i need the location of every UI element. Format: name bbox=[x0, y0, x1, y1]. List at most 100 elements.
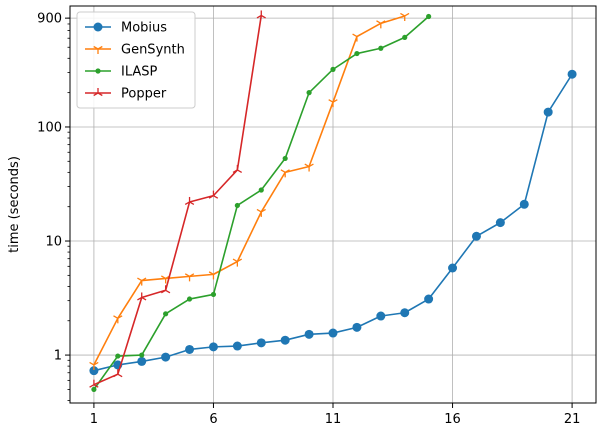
y-tick-label: 100 bbox=[37, 120, 62, 135]
data-point-gensynth bbox=[232, 258, 243, 267]
marker-stroke bbox=[160, 289, 166, 294]
legend: Mobius GenSynth ILASP Popper bbox=[76, 11, 196, 109]
data-point-mobius bbox=[208, 342, 218, 352]
data-point-mobius bbox=[400, 308, 410, 318]
data-point-ilasp bbox=[91, 386, 97, 393]
marker-stroke bbox=[93, 45, 99, 50]
marker-stroke bbox=[113, 315, 119, 319]
marker-stroke bbox=[117, 373, 123, 378]
data-point-gensynth bbox=[256, 208, 266, 217]
marker-stroke bbox=[208, 195, 214, 199]
marker-stroke bbox=[404, 12, 410, 17]
data-point-ilasp bbox=[234, 202, 240, 209]
marker-stroke bbox=[141, 296, 147, 301]
x-tick-label: 21 bbox=[564, 412, 581, 427]
marker-stroke bbox=[232, 169, 238, 174]
legend-marker-gensynth bbox=[93, 45, 103, 54]
data-point-gensynth bbox=[304, 163, 314, 172]
data-point-ilasp bbox=[282, 155, 288, 162]
x-tick-label: 1 bbox=[90, 412, 98, 427]
marker-stroke bbox=[256, 14, 262, 19]
data-point-ilasp bbox=[210, 291, 217, 298]
data-point-gensynth bbox=[137, 277, 147, 286]
y-axis-label: time (seconds) bbox=[7, 156, 22, 253]
data-point-ilasp bbox=[258, 187, 264, 193]
data-point-popper bbox=[184, 196, 195, 206]
data-point-mobius bbox=[471, 231, 481, 241]
legend-label-popper: Popper bbox=[121, 87, 167, 102]
legend-label-mobius: Mobius bbox=[121, 21, 167, 36]
data-point-mobius bbox=[185, 344, 195, 354]
data-point-mobius bbox=[495, 218, 505, 228]
data-point-mobius bbox=[232, 341, 242, 351]
data-point-mobius bbox=[328, 328, 338, 338]
marker-stroke bbox=[280, 169, 286, 173]
marker-stroke bbox=[208, 271, 214, 275]
data-point-mobius bbox=[256, 338, 266, 348]
marker-stroke bbox=[352, 33, 358, 38]
marker-stroke bbox=[89, 384, 95, 388]
data-point-mobius bbox=[89, 366, 99, 376]
data-point-popper bbox=[232, 164, 243, 174]
data-point-mobius bbox=[424, 294, 434, 304]
marker-stroke bbox=[137, 277, 143, 282]
data-point-gensynth bbox=[113, 315, 123, 324]
data-point-popper bbox=[137, 292, 147, 301]
marker-stroke bbox=[137, 296, 143, 301]
data-point-mobius bbox=[567, 69, 577, 79]
data-point-popper bbox=[160, 285, 171, 294]
marker-stroke bbox=[213, 195, 219, 199]
marker-stroke bbox=[189, 273, 195, 277]
legend-label-gensynth: GenSynth bbox=[121, 43, 185, 58]
marker-stroke bbox=[113, 373, 119, 378]
data-point-mobius bbox=[448, 263, 458, 273]
data-point-mobius bbox=[352, 322, 362, 332]
marker-stroke bbox=[304, 163, 310, 168]
legend-marker-mobius bbox=[93, 22, 103, 32]
marker-stroke bbox=[165, 289, 171, 294]
data-point-popper bbox=[208, 190, 219, 199]
marker-stroke bbox=[213, 271, 219, 275]
marker-stroke bbox=[328, 99, 334, 103]
marker-stroke bbox=[93, 361, 99, 366]
x-tick-label: 6 bbox=[209, 412, 217, 427]
y-tick-label: 900 bbox=[37, 12, 62, 27]
marker-stroke bbox=[184, 273, 190, 277]
marker-stroke bbox=[189, 201, 195, 206]
marker-stroke bbox=[256, 208, 262, 213]
x-tick-label: 11 bbox=[325, 412, 342, 427]
marker-stroke bbox=[97, 92, 103, 97]
marker-stroke bbox=[97, 45, 103, 50]
data-point-ilasp bbox=[378, 45, 384, 51]
marker-stroke bbox=[117, 315, 123, 319]
series-line-gensynth bbox=[93, 15, 405, 366]
data-point-mobius bbox=[280, 335, 290, 345]
data-point-gensynth bbox=[400, 12, 410, 21]
data-point-gensynth bbox=[352, 33, 362, 42]
data-point-gensynth bbox=[89, 361, 99, 370]
marker-stroke bbox=[184, 201, 190, 206]
data-point-mobius bbox=[376, 311, 386, 321]
marker-stroke bbox=[332, 99, 338, 103]
legend-box bbox=[76, 11, 196, 109]
legend-marker-popper bbox=[93, 88, 103, 97]
data-point-gensynth bbox=[184, 273, 195, 282]
marker-stroke bbox=[380, 20, 386, 24]
data-point-mobius bbox=[161, 352, 171, 362]
marker-stroke bbox=[232, 258, 238, 263]
data-point-gensynth bbox=[208, 271, 219, 280]
marker-stroke bbox=[376, 20, 382, 24]
marker-stroke bbox=[93, 92, 99, 97]
data-point-gensynth bbox=[280, 169, 290, 178]
data-point-ilasp bbox=[426, 13, 432, 20]
legend-label-ilasp: ILASP bbox=[121, 65, 158, 80]
data-point-ilasp bbox=[139, 352, 145, 358]
data-point-gensynth bbox=[328, 99, 338, 108]
data-point-popper bbox=[89, 379, 99, 388]
legend-marker-ilasp bbox=[95, 68, 101, 74]
marker-stroke bbox=[160, 275, 166, 279]
marker-stroke bbox=[356, 33, 362, 38]
marker-stroke bbox=[141, 277, 147, 282]
